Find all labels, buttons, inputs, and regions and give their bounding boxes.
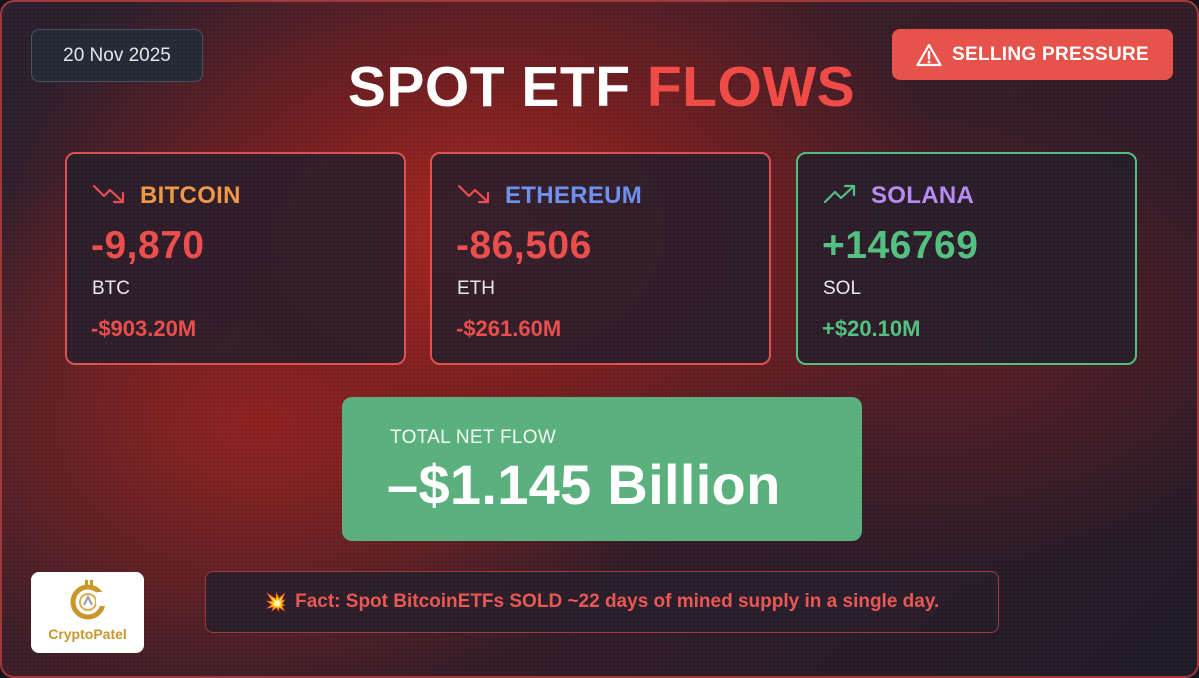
trend-up-icon	[823, 183, 857, 210]
trend-down-icon	[457, 183, 491, 210]
asset-usd-value: -$903.20M	[91, 316, 197, 341]
asset-unit: SOL	[823, 278, 862, 299]
total-net-flow-value: –$1.145 Billion	[387, 453, 781, 516]
asset-name: BITCOIN	[140, 182, 241, 209]
warning-triangle-icon	[916, 43, 942, 67]
asset-amount: -9,870	[91, 224, 205, 267]
total-net-flow-panel: TOTAL NET FLOW –$1.145 Billion	[342, 397, 862, 541]
fact-text: Fact: Spot BitcoinETFs SOLD ~22 days of …	[295, 591, 940, 612]
selling-pressure-label: SELLING PRESSURE	[952, 43, 1149, 65]
asset-usd-value: +$20.10M	[822, 316, 921, 341]
page-title: SPOT ETF FLOWS	[2, 54, 1197, 120]
asset-name: ETHEREUM	[505, 182, 643, 209]
asset-amount: +146769	[822, 224, 979, 267]
date-badge: 20 Nov 2025	[31, 29, 203, 82]
asset-usd-value: -$261.60M	[456, 316, 562, 341]
selling-pressure-badge: SELLING PRESSURE	[892, 29, 1173, 80]
cryptopatel-logo-icon	[66, 578, 110, 629]
asset-amount: -86,506	[456, 224, 592, 267]
ethereum-card: ETHEREUM -86,506 ETH -$261.60M	[430, 152, 771, 365]
trend-down-icon	[92, 183, 126, 210]
logo-brand-text: CryptoPatel	[48, 626, 127, 642]
asset-unit: ETH	[457, 278, 495, 299]
cryptopatel-logo: CryptoPatel	[31, 572, 144, 653]
total-net-flow-label: TOTAL NET FLOW	[390, 427, 557, 448]
collision-icon: 💥	[264, 591, 288, 612]
asset-unit: BTC	[92, 278, 130, 299]
fact-banner: 💥 Fact: Spot BitcoinETFs SOLD ~22 days o…	[205, 571, 999, 633]
solana-card: SOLANA +146769 SOL +$20.10M	[796, 152, 1137, 365]
date-text: 20 Nov 2025	[63, 44, 171, 66]
title-main: SPOT ETF	[347, 55, 631, 119]
title-accent: FLOWS	[646, 55, 856, 119]
bitcoin-card: BITCOIN -9,870 BTC -$903.20M	[65, 152, 406, 365]
asset-name: SOLANA	[871, 182, 975, 209]
